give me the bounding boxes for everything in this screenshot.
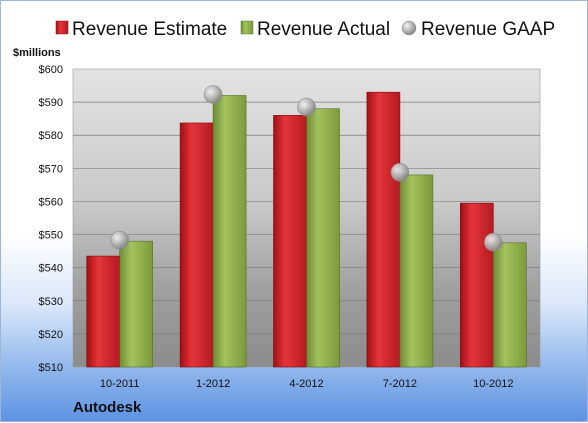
y-tick-label: $570	[39, 163, 63, 175]
legend-swatch-estimate	[55, 20, 69, 35]
x-tick-label: 4-2012	[289, 378, 323, 390]
bar-revenue-estimate	[366, 91, 401, 368]
legend-label-gaap: Revenue GAAP	[421, 19, 555, 40]
x-tick-label: 7-2012	[383, 378, 417, 390]
legend-item-revenue-actual: Revenue Actual	[240, 19, 390, 40]
company-label: Autodesk	[73, 399, 142, 416]
y-tick-label: $580	[39, 130, 63, 142]
bar-revenue-actual	[212, 95, 247, 368]
legend-item-revenue-gaap: Revenue GAAP	[401, 19, 555, 40]
marker-revenue-gaap	[110, 230, 129, 250]
x-tick-label: 10-2012	[473, 378, 513, 390]
legend-swatch-actual	[240, 20, 254, 35]
bar-revenue-estimate	[86, 255, 120, 368]
bar-revenue-estimate	[273, 115, 307, 368]
y-tick-label: $550	[39, 230, 63, 242]
y-tick-label: $540	[39, 263, 63, 275]
bar-revenue-actual	[119, 240, 153, 368]
marker-revenue-gaap	[390, 163, 410, 182]
y-axis-unit-label: $millions	[13, 47, 61, 59]
y-axis-ticks: $510 $520 $530 $540 $550 $560 $570 $580 $590 $600	[39, 64, 63, 374]
y-tick-label: $600	[39, 64, 63, 76]
marker-revenue-gaap	[203, 85, 223, 104]
x-tick-label: 1-2012	[196, 378, 230, 390]
bar-revenue-actual	[399, 174, 434, 368]
y-tick-label: $590	[39, 97, 63, 109]
y-tick-label: $530	[39, 296, 63, 308]
legend: Revenue Estimate Revenue Actual Revenue …	[55, 19, 555, 40]
bar-revenue-actual	[492, 242, 527, 368]
gaap-markers	[110, 85, 503, 252]
marker-revenue-gaap	[483, 232, 503, 252]
x-axis-ticks: 10-2011 1-2012 4-2012 7-2012 10-2012	[100, 378, 514, 390]
y-tick-label: $510	[39, 362, 63, 374]
y-tick-label: $560	[39, 196, 63, 208]
legend-swatch-gaap	[401, 20, 417, 36]
legend-label-estimate: Revenue Estimate	[72, 19, 227, 40]
bar-revenue-actual	[306, 108, 340, 368]
bars	[86, 91, 527, 368]
y-tick-label: $520	[39, 329, 63, 341]
bar-revenue-estimate	[179, 122, 214, 368]
bar-revenue-estimate	[459, 202, 494, 368]
x-tick-label: 10-2011	[100, 378, 140, 390]
legend-item-revenue-estimate: Revenue Estimate	[55, 19, 227, 40]
legend-label-actual: Revenue Actual	[257, 19, 390, 40]
marker-revenue-gaap	[297, 97, 316, 117]
